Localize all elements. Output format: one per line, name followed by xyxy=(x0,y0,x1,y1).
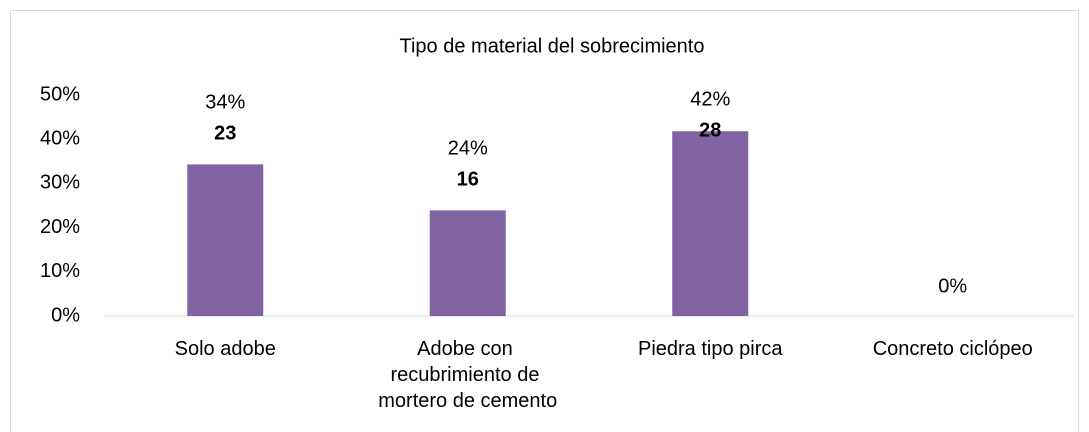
bar xyxy=(672,131,749,316)
chart-title: Tipo de material del sobrecimiento xyxy=(400,35,705,57)
data-label: 24% xyxy=(448,138,488,160)
data-label: 42% xyxy=(690,88,730,110)
y-tick-label: 10% xyxy=(40,260,80,282)
y-tick-label: 40% xyxy=(40,127,80,149)
bar xyxy=(187,164,264,316)
bar xyxy=(429,210,506,316)
x-tick-label: Concreto ciclópeo xyxy=(873,338,1033,360)
y-tick-label: 0% xyxy=(51,304,80,326)
y-tick-label: 50% xyxy=(40,83,80,105)
x-tick-label: Solo adobe xyxy=(175,338,276,360)
count-label: 23 xyxy=(214,123,236,145)
y-tick-label: 20% xyxy=(40,216,80,238)
count-label: 28 xyxy=(699,119,721,141)
x-tick-label: Piedra tipo pirca xyxy=(638,338,783,360)
data-label: 0% xyxy=(938,275,967,297)
y-tick-label: 30% xyxy=(40,172,80,194)
x-tick-label: Adobe con recubrimiento de mortero de ce… xyxy=(378,338,557,412)
count-label: 16 xyxy=(457,169,479,191)
data-label: 34% xyxy=(205,92,245,114)
